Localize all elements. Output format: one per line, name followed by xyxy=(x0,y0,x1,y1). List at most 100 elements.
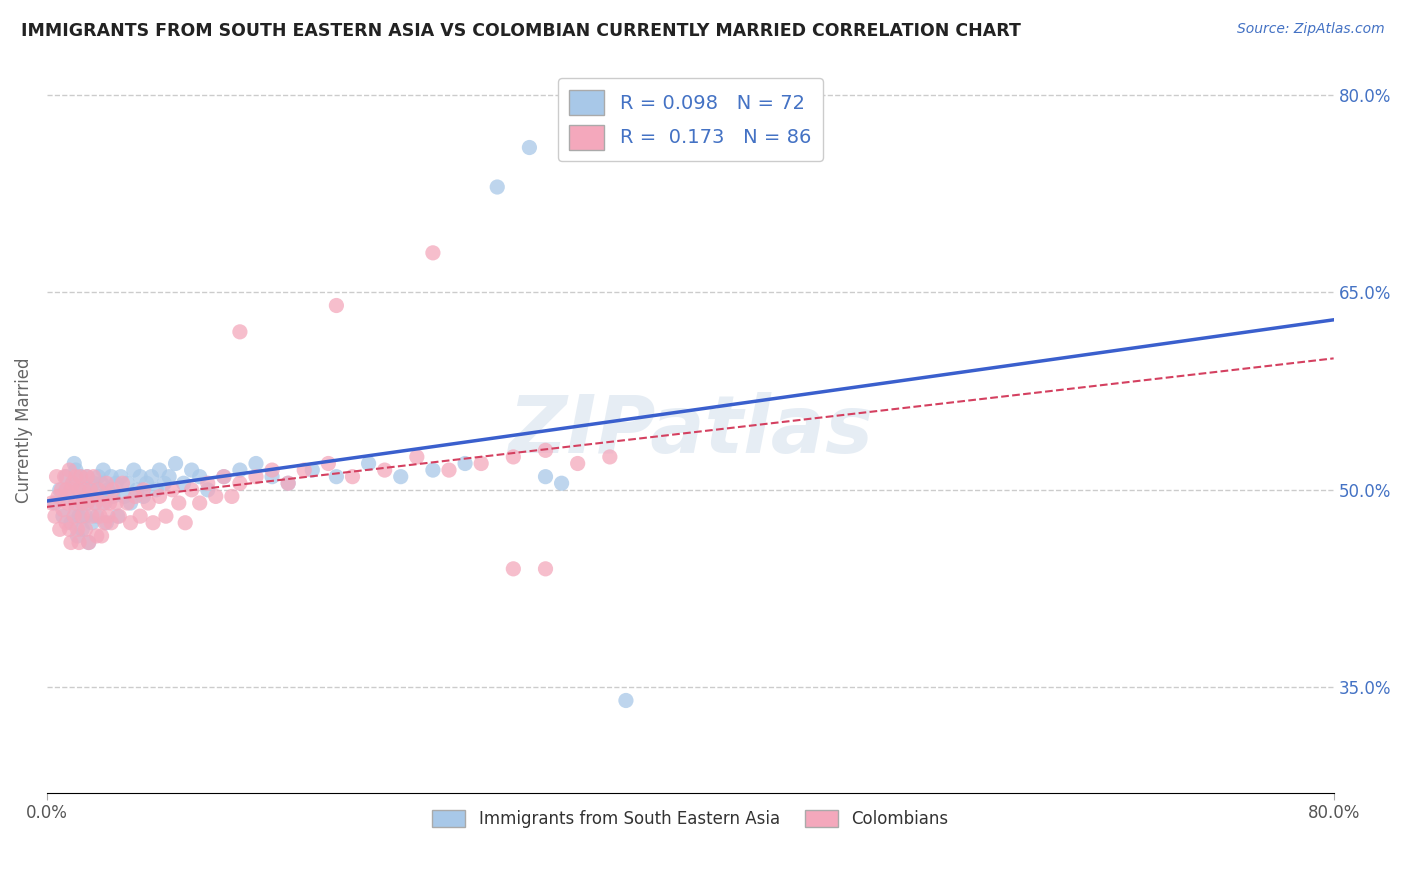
Point xyxy=(76,496,98,510)
Point xyxy=(318,457,340,471)
Point xyxy=(52,502,75,516)
Point xyxy=(129,469,152,483)
Point xyxy=(422,463,444,477)
Point xyxy=(245,469,267,483)
Point xyxy=(76,469,98,483)
Point xyxy=(117,496,139,510)
Point xyxy=(229,463,252,477)
Text: Source: ZipAtlas.com: Source: ZipAtlas.com xyxy=(1237,22,1385,37)
Point xyxy=(107,509,129,524)
Point xyxy=(67,509,90,524)
Point xyxy=(229,325,252,339)
Point xyxy=(100,469,122,483)
Text: ZIPatlas: ZIPatlas xyxy=(508,392,873,469)
Point xyxy=(49,483,72,497)
Point xyxy=(155,509,177,524)
Point xyxy=(437,463,460,477)
Point xyxy=(46,490,69,504)
Point xyxy=(75,522,97,536)
Point xyxy=(58,522,80,536)
Point xyxy=(80,516,103,530)
Point xyxy=(129,509,152,524)
Point xyxy=(101,483,124,497)
Point xyxy=(599,450,621,464)
Point xyxy=(66,529,89,543)
Point xyxy=(180,463,202,477)
Point xyxy=(148,490,170,504)
Point xyxy=(52,509,75,524)
Point xyxy=(66,522,89,536)
Point xyxy=(77,535,100,549)
Point xyxy=(56,496,79,510)
Point xyxy=(63,509,86,524)
Point xyxy=(56,490,79,504)
Point xyxy=(325,469,347,483)
Point xyxy=(342,469,364,483)
Point xyxy=(55,469,77,483)
Point xyxy=(124,490,146,504)
Point xyxy=(62,476,84,491)
Point xyxy=(221,490,243,504)
Point xyxy=(72,509,94,524)
Point xyxy=(534,562,557,576)
Point xyxy=(44,496,66,510)
Point xyxy=(174,516,197,530)
Point xyxy=(357,457,380,471)
Point xyxy=(51,483,73,497)
Point xyxy=(132,490,155,504)
Point xyxy=(75,509,97,524)
Point xyxy=(96,516,118,530)
Point xyxy=(229,476,252,491)
Point xyxy=(90,529,112,543)
Point xyxy=(262,469,284,483)
Point xyxy=(132,483,155,497)
Point xyxy=(470,457,492,471)
Point xyxy=(567,457,589,471)
Point xyxy=(108,509,131,524)
Point xyxy=(62,476,84,491)
Point xyxy=(534,469,557,483)
Point xyxy=(136,496,159,510)
Point xyxy=(67,483,90,497)
Point xyxy=(519,140,541,154)
Point xyxy=(141,469,163,483)
Point xyxy=(502,562,524,576)
Point xyxy=(292,463,315,477)
Point xyxy=(105,476,128,491)
Point xyxy=(72,522,94,536)
Point xyxy=(111,476,134,491)
Point xyxy=(91,463,114,477)
Point xyxy=(245,457,267,471)
Point xyxy=(67,483,90,497)
Point xyxy=(98,496,121,510)
Point xyxy=(145,483,167,497)
Point xyxy=(94,516,117,530)
Point xyxy=(69,469,91,483)
Point xyxy=(84,496,107,510)
Point xyxy=(79,483,101,497)
Point xyxy=(72,496,94,510)
Point xyxy=(135,476,157,491)
Point xyxy=(325,298,347,312)
Point xyxy=(197,476,219,491)
Point xyxy=(63,457,86,471)
Point xyxy=(73,483,96,497)
Point xyxy=(80,509,103,524)
Point xyxy=(502,450,524,464)
Point xyxy=(188,496,211,510)
Point xyxy=(277,476,299,491)
Point xyxy=(614,693,637,707)
Point xyxy=(79,483,101,497)
Point xyxy=(60,516,83,530)
Point xyxy=(112,490,135,504)
Point xyxy=(550,476,572,491)
Point xyxy=(212,469,235,483)
Point xyxy=(157,469,180,483)
Point xyxy=(142,516,165,530)
Point xyxy=(204,490,226,504)
Point xyxy=(83,469,105,483)
Point xyxy=(212,469,235,483)
Point xyxy=(89,490,111,504)
Point xyxy=(96,476,118,491)
Point xyxy=(94,496,117,510)
